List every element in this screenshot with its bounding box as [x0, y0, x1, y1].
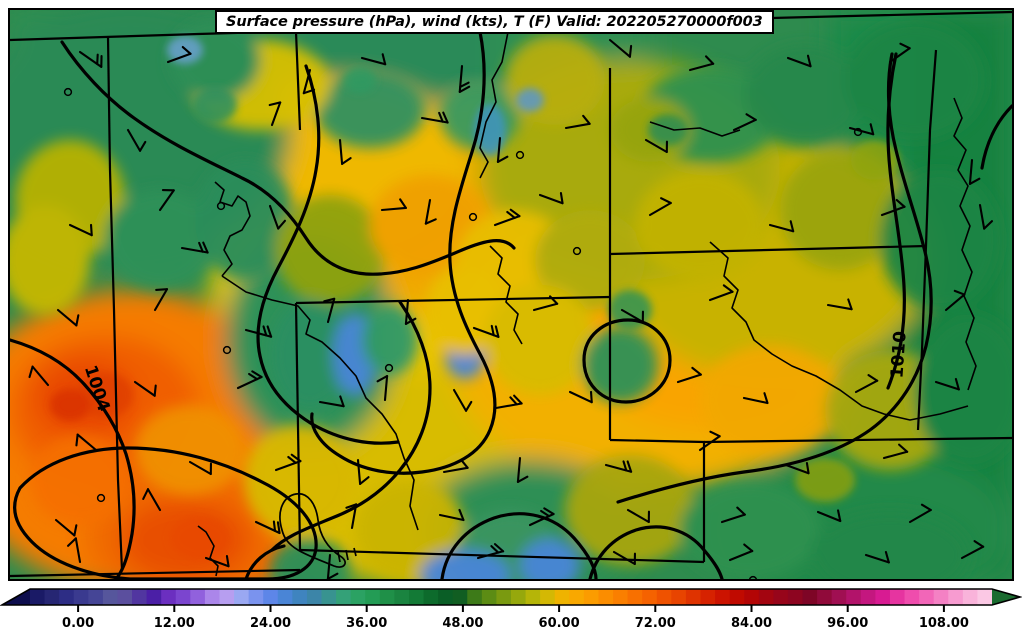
colorbar-swatch — [263, 589, 279, 605]
map-plot-area[interactable]: 1004 1010 — [8, 8, 1014, 581]
colorbar-swatch — [423, 589, 439, 605]
colorbar-swatch — [219, 589, 235, 605]
colorbar-swatch — [962, 589, 979, 605]
colorbar-swatch — [248, 589, 264, 605]
colorbar-swatch — [175, 589, 191, 605]
colorbar-swatch — [729, 589, 745, 605]
colorbar-swatch — [117, 589, 133, 605]
colorbar-tick-label: 24.00 — [250, 616, 291, 631]
colorbar-swatches — [0, 588, 1022, 606]
temperature-field: 1004 1010 — [10, 10, 1012, 579]
colorbar-swatch — [831, 589, 847, 605]
colorbar-swatch — [744, 589, 760, 605]
colorbar-swatch — [467, 589, 483, 605]
colorbar-swatch — [438, 589, 454, 605]
colorbar-swatch — [306, 589, 323, 605]
colorbar-swatch — [933, 589, 949, 605]
colorbar-swatch — [44, 589, 60, 605]
colorbar-swatch — [481, 589, 498, 605]
colorbar-tick-label: 12.00 — [154, 616, 195, 631]
colorbar-swatch — [860, 589, 876, 605]
colorbar-swatch — [525, 589, 541, 605]
colorbar-swatch — [948, 589, 964, 605]
colorbar-swatch — [161, 589, 177, 605]
colorbar-swatch — [336, 589, 352, 605]
colorbar-svg: 0.00 12.00 24.00 36.00 48.00 60.00 72.00 84.00 9… — [0, 588, 1022, 631]
rivers-layer — [197, 31, 977, 577]
colorbar-swatch — [613, 589, 629, 605]
colorbar-swatch — [452, 589, 468, 605]
isobar-label-1010-text: 1010 — [887, 330, 910, 379]
colorbar-swatch — [656, 589, 672, 605]
colorbar-swatch — [554, 589, 570, 605]
colorbar-swatch — [408, 589, 425, 605]
isobar-label-1010: 1010 — [887, 330, 910, 379]
map-title-text: Surface pressure (hPa), wind (kts), T (F… — [226, 14, 763, 30]
colorbar-swatch — [102, 589, 119, 605]
colorbar-swatch — [234, 589, 250, 605]
colorbar-swatch — [627, 589, 643, 605]
colorbar-swatch — [73, 589, 89, 605]
colorbar-swatch — [977, 589, 993, 605]
colorbar-swatch — [277, 589, 293, 605]
station-markers-layer — [63, 87, 863, 579]
colorbar-swatch — [598, 589, 614, 605]
colorbar-tick-label: 96.00 — [827, 616, 868, 631]
colorbar-swatch — [365, 589, 381, 605]
colorbar-swatch — [190, 589, 206, 605]
colorbar-swatch — [773, 589, 789, 605]
colorbar-swatch — [88, 589, 104, 605]
temperature-colorbar[interactable]: 0.00 12.00 24.00 36.00 48.00 60.00 72.00 84.00 9… — [0, 583, 1022, 633]
colorbar-swatch — [350, 589, 366, 605]
colorbar-tick-label: 36.00 — [346, 616, 387, 631]
colorbar-swatch — [700, 589, 716, 605]
colorbar-tick-label: 0.00 — [62, 616, 94, 631]
colorbar-swatch — [146, 589, 162, 605]
wind-barbs-layer — [28, 38, 994, 579]
colorbar-swatch — [569, 589, 585, 605]
colorbar-swatch — [758, 589, 774, 605]
isobar-contours-layer — [10, 30, 1012, 579]
colorbar-extend-max — [992, 589, 1020, 605]
colorbar-swatch — [583, 589, 600, 605]
lakes-layer — [279, 493, 357, 568]
map-title-box: Surface pressure (hPa), wind (kts), T (F… — [215, 10, 774, 34]
colorbar-swatch — [846, 589, 862, 605]
colorbar-swatch — [59, 589, 75, 605]
surface-analysis-map: 1004 1010 — [10, 10, 1012, 579]
colorbar-swatch — [685, 589, 702, 605]
colorbar-swatch — [511, 589, 527, 605]
colorbar-outline — [0, 588, 1022, 606]
colorbar-tick-labels: 0.00 12.00 24.00 36.00 48.00 60.00 72.00 84.00 9… — [62, 616, 969, 631]
colorbar-swatch — [292, 589, 308, 605]
colorbar-swatch — [496, 589, 512, 605]
colorbar-swatch — [394, 589, 410, 605]
colorbar-swatch — [802, 589, 818, 605]
colorbar-swatch — [642, 589, 658, 605]
colorbar-swatch — [817, 589, 833, 605]
colorbar-tick-label: 108.00 — [919, 616, 969, 631]
colorbar-swatch — [132, 589, 148, 605]
colorbar-swatch — [321, 589, 337, 605]
colorbar-swatch — [30, 589, 46, 605]
colorbar-tick-label: 60.00 — [539, 616, 580, 631]
colorbar-swatch — [715, 589, 731, 605]
colorbar-swatch — [204, 589, 221, 605]
colorbar-swatch — [540, 589, 556, 605]
colorbar-swatch — [889, 589, 906, 605]
colorbar-ticks — [77, 605, 945, 612]
colorbar-tick-label: 84.00 — [731, 616, 772, 631]
colorbar-tick-label: 48.00 — [442, 616, 483, 631]
colorbar-swatch — [379, 589, 395, 605]
colorbar-tick-label: 72.00 — [635, 616, 676, 631]
colorbar-swatch — [787, 589, 804, 605]
colorbar-swatch — [671, 589, 687, 605]
colorbar-swatch — [919, 589, 935, 605]
colorbar-swatch — [875, 589, 891, 605]
colorbar-swatch — [904, 589, 920, 605]
